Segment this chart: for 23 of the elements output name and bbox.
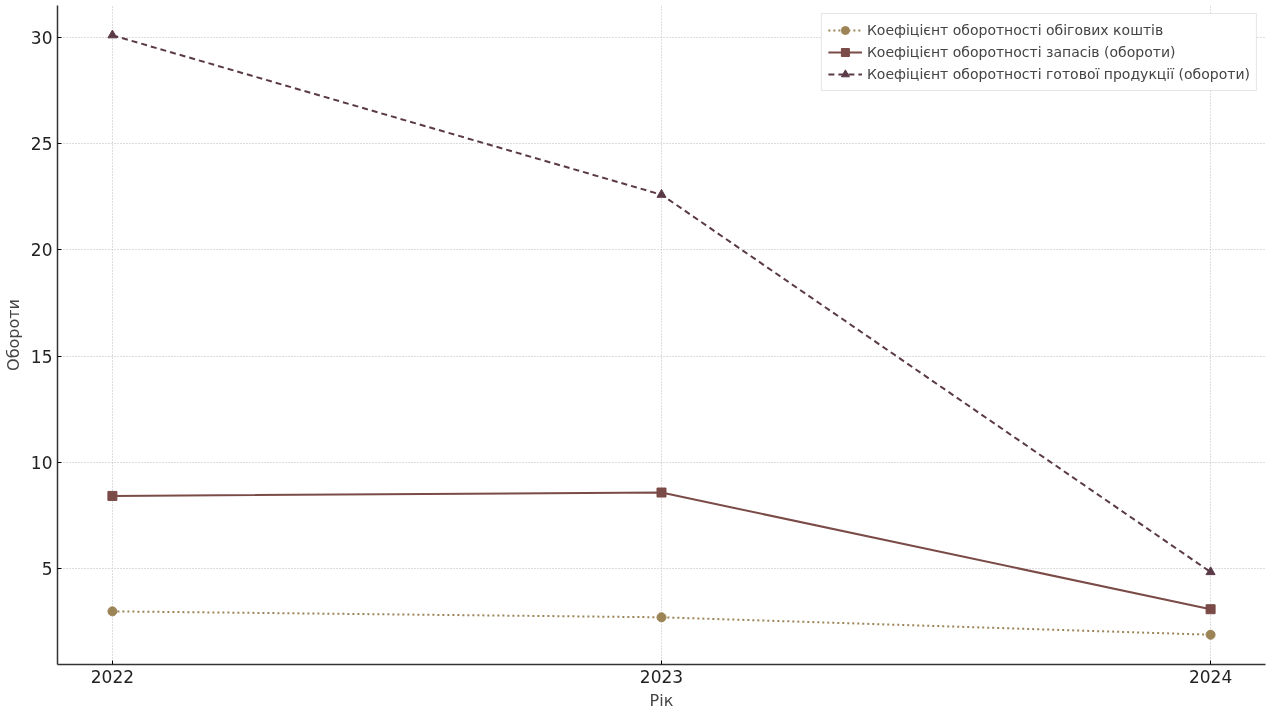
y-tick-label: 5	[41, 559, 53, 580]
legend-label: Коефіцієнт оборотності запасів (обороти)	[866, 44, 1176, 60]
legend-label: Коефіцієнт оборотності обігових коштів	[866, 22, 1164, 38]
y-axis-title: Обороти	[3, 299, 23, 371]
y-tick-label: 20	[30, 240, 53, 261]
legend-label: Коефіцієнт оборотності готової продукції (обороти)	[866, 66, 1250, 82]
point	[1205, 629, 1216, 640]
point	[656, 487, 667, 498]
point	[107, 29, 118, 39]
point	[656, 612, 667, 623]
y-tick-label: 25	[30, 134, 53, 155]
x-tick-label: 2024	[1188, 666, 1233, 687]
x-tick-label: 2023	[639, 666, 684, 687]
point	[1205, 566, 1216, 576]
point	[107, 490, 118, 501]
point	[107, 606, 118, 617]
y-tick-label: 15	[30, 346, 53, 367]
x-tick-label: 2022	[90, 666, 135, 687]
point	[1205, 604, 1216, 615]
y-tick-label: 30	[30, 27, 53, 48]
x-axis-title: Рік	[649, 690, 674, 710]
point	[656, 189, 667, 198]
y-tick-label: 10	[30, 453, 53, 474]
